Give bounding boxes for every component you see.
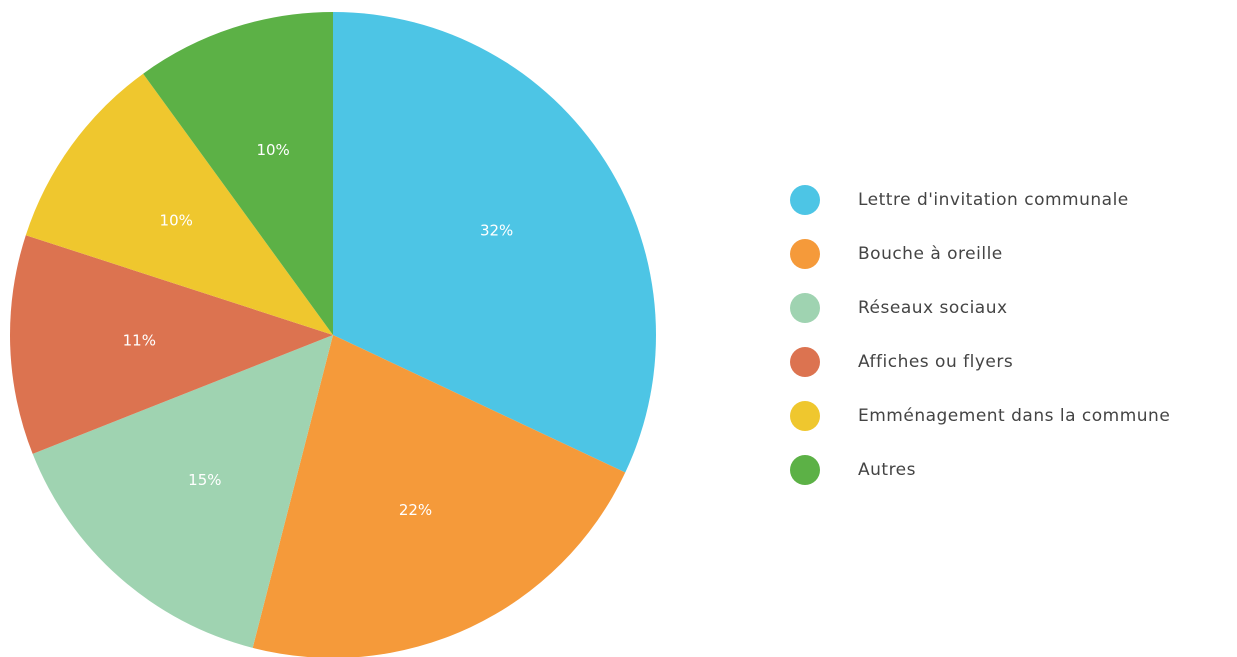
pie-slice: [25, 73, 333, 336]
slice-label: 15%: [188, 471, 221, 489]
legend-swatch: [790, 455, 820, 485]
pie-slice: [333, 12, 657, 473]
legend-label: Lettre d'invitation communale: [858, 190, 1129, 210]
pie-slice: [143, 11, 333, 335]
pie-slice: [252, 335, 626, 657]
legend-label: Bouche à oreille: [858, 244, 1003, 264]
pie-slice: [10, 235, 333, 454]
legend-swatch: [790, 185, 820, 215]
slice-label: 22%: [399, 501, 432, 519]
legend-swatch: [790, 347, 820, 377]
slice-label: 32%: [480, 222, 513, 240]
legend-label: Réseaux sociaux: [858, 298, 1008, 318]
legend-label: Autres: [858, 460, 916, 480]
legend-label: Emménagement dans la commune: [858, 406, 1170, 426]
legend-swatch: [790, 239, 820, 269]
slice-label: 10%: [160, 212, 193, 230]
legend-swatch: [790, 293, 820, 323]
slice-label: 10%: [256, 141, 289, 159]
pie-slice: [32, 335, 334, 648]
slice-label: 11%: [123, 332, 156, 350]
legend-swatch: [790, 401, 820, 431]
legend-label: Affiches ou flyers: [858, 352, 1013, 372]
